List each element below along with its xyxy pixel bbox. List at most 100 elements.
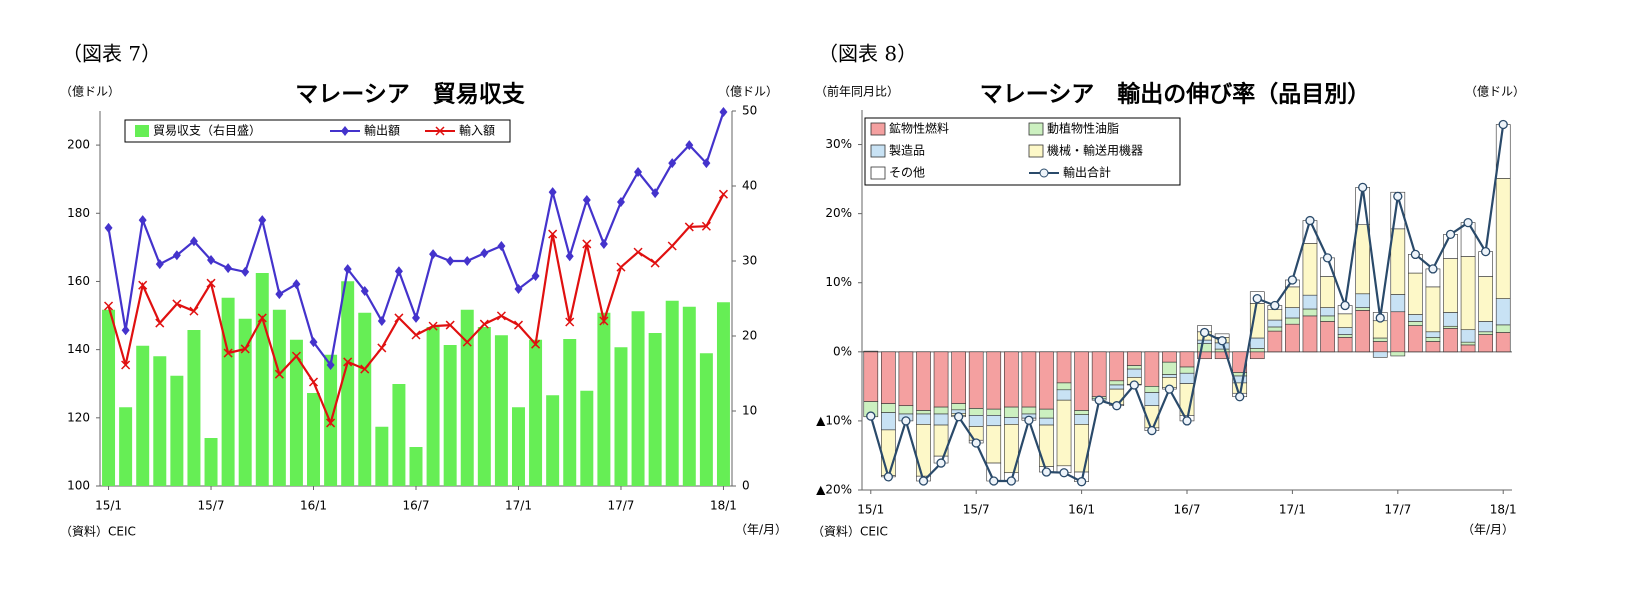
x-tick-label: 17/1 bbox=[1279, 503, 1306, 517]
marker bbox=[189, 306, 199, 316]
bar-segment bbox=[1285, 323, 1300, 353]
marker bbox=[599, 316, 609, 326]
marker bbox=[1445, 229, 1456, 240]
marker bbox=[189, 236, 198, 247]
marker bbox=[1164, 384, 1175, 394]
figure-label: （図表 7） bbox=[62, 42, 161, 66]
marker bbox=[1199, 327, 1210, 338]
marker bbox=[480, 248, 489, 259]
bar bbox=[289, 339, 303, 486]
x-tick-label: 16/7 bbox=[403, 499, 430, 513]
figure-label: （図表 8） bbox=[818, 42, 917, 66]
marker bbox=[411, 330, 421, 340]
y2-tick-label: 0 bbox=[742, 479, 750, 493]
bar bbox=[614, 347, 628, 486]
bar-segment bbox=[1302, 308, 1318, 317]
marker bbox=[463, 256, 472, 266]
marker bbox=[207, 254, 216, 265]
marker bbox=[599, 238, 608, 249]
bar bbox=[631, 311, 645, 486]
y2-axis-unit: （億ドル） bbox=[1465, 85, 1525, 99]
y-tick-label: 180 bbox=[67, 206, 90, 220]
bar bbox=[580, 390, 594, 486]
marker bbox=[445, 320, 455, 330]
bar bbox=[341, 281, 355, 486]
marker bbox=[918, 476, 929, 486]
bar-segment bbox=[1109, 351, 1125, 382]
bar bbox=[238, 318, 252, 486]
bar-segment bbox=[986, 408, 1002, 416]
x-tick-label: 15/7 bbox=[963, 503, 990, 517]
bar-segment bbox=[1320, 307, 1335, 317]
bar-segment bbox=[1372, 341, 1388, 353]
bar-segment bbox=[1267, 326, 1283, 332]
x-tick-label: 17/7 bbox=[607, 499, 634, 513]
bar-segment bbox=[1355, 310, 1371, 353]
bar-segment bbox=[1197, 339, 1212, 344]
marker bbox=[1217, 336, 1227, 346]
bar-segment bbox=[1390, 294, 1406, 313]
bar-segment bbox=[1126, 365, 1142, 370]
bar-segment bbox=[1495, 298, 1511, 326]
bar-segment bbox=[1443, 258, 1458, 313]
y-tick-label: 160 bbox=[67, 274, 90, 288]
bar bbox=[170, 375, 184, 486]
bar bbox=[136, 345, 150, 486]
marker bbox=[718, 189, 728, 199]
line bbox=[107, 193, 725, 427]
marker bbox=[121, 360, 131, 370]
bar-segment bbox=[863, 350, 879, 353]
marker bbox=[616, 197, 625, 208]
bar bbox=[102, 309, 116, 486]
marker bbox=[138, 280, 148, 290]
marker bbox=[684, 222, 694, 232]
bar-segment bbox=[1179, 372, 1195, 384]
marker bbox=[224, 263, 233, 274]
marker bbox=[1498, 119, 1508, 130]
bar-segment bbox=[1460, 222, 1476, 257]
x-tick-label: 16/7 bbox=[1174, 503, 1201, 517]
marker bbox=[428, 321, 438, 331]
marker bbox=[155, 318, 165, 328]
bar-segment bbox=[1144, 351, 1160, 387]
bar bbox=[511, 407, 525, 486]
bar-segment bbox=[933, 406, 949, 415]
marker bbox=[531, 339, 541, 349]
legend-label: 輸出額 bbox=[364, 123, 400, 138]
bar bbox=[409, 447, 423, 486]
bar-segment bbox=[1074, 424, 1089, 473]
bar bbox=[563, 339, 577, 486]
bar-segment bbox=[1267, 309, 1283, 321]
bar-segment bbox=[1039, 408, 1054, 419]
marker bbox=[1112, 401, 1122, 411]
marker bbox=[634, 167, 643, 178]
bar bbox=[392, 384, 406, 486]
x-tick-label: 15/7 bbox=[198, 499, 225, 513]
marker bbox=[514, 283, 523, 294]
marker bbox=[1305, 215, 1315, 226]
marker bbox=[866, 411, 876, 421]
bar-segment bbox=[1285, 286, 1300, 308]
marker bbox=[462, 337, 472, 347]
y-tick-label: 120 bbox=[67, 410, 90, 424]
y-tick-label: 100 bbox=[67, 479, 90, 493]
bar-segment bbox=[1355, 224, 1371, 295]
marker bbox=[172, 250, 181, 261]
x-tick-label: 16/1 bbox=[1068, 503, 1095, 517]
bar-segment bbox=[1197, 343, 1212, 353]
bar-segment bbox=[1478, 331, 1493, 335]
x-tick-label: 15/1 bbox=[95, 499, 122, 513]
bar bbox=[699, 353, 713, 486]
legend-swatch bbox=[870, 144, 886, 158]
marker bbox=[479, 319, 489, 329]
bar bbox=[307, 393, 321, 486]
bar-segment bbox=[1390, 351, 1406, 357]
legend-swatch bbox=[135, 125, 149, 137]
marker bbox=[1358, 182, 1368, 193]
bar-segment bbox=[1003, 351, 1019, 408]
bar-segment bbox=[1460, 256, 1476, 331]
marker bbox=[291, 351, 301, 361]
marker bbox=[326, 359, 335, 370]
marker bbox=[309, 337, 318, 348]
bar-segment bbox=[1249, 337, 1265, 349]
